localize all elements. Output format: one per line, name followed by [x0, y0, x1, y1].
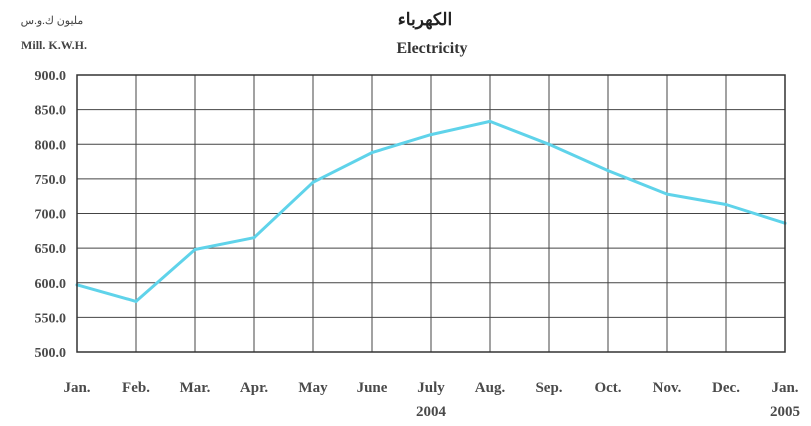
data-point: [429, 133, 433, 137]
data-point: [665, 192, 669, 196]
x-tick-label: Aug.: [475, 380, 506, 396]
x-axis-ticks: Jan. Feb. Mar. Apr. May June July Aug. Sep. Oct. N…: [63, 380, 800, 420]
year-label: 2004: [416, 404, 447, 420]
y-tick-label: 500.0: [35, 346, 67, 361]
y-tick-label: 900.0: [35, 69, 67, 84]
x-tick-label: May: [298, 380, 328, 396]
y-tick-label: 700.0: [35, 208, 67, 223]
x-tick-label: Apr.: [240, 380, 268, 396]
data-point: [134, 299, 138, 303]
data-point: [547, 142, 551, 146]
x-tick-label: Jan.: [63, 380, 90, 396]
year-label: 2005: [770, 404, 800, 420]
y-tick-label: 800.0: [35, 138, 67, 153]
data-point: [488, 119, 492, 123]
data-point: [252, 236, 256, 240]
data-point: [370, 151, 374, 155]
y-tick-label: 650.0: [35, 242, 67, 257]
data-point: [724, 202, 728, 206]
plot-frame: [76, 74, 786, 353]
data-point: [193, 248, 197, 252]
x-tick-label: June: [357, 380, 388, 396]
y-axis-ticks: 500.0 550.0 600.0 650.0 700.0 750.0 800.0 850.0…: [35, 69, 67, 361]
x-tick-label: Jan.: [771, 380, 798, 396]
x-tick-label: Dec.: [712, 380, 740, 396]
y-unit-arabic: مليون ك.و.س: [21, 15, 84, 27]
y-tick-label: 750.0: [35, 173, 67, 188]
y-unit-english: Mill. K.W.H.: [21, 38, 87, 52]
y-tick-label: 850.0: [35, 104, 67, 119]
x-tick-label: Oct.: [594, 380, 621, 396]
x-tick-label: Mar.: [180, 380, 211, 396]
y-tick-label: 550.0: [35, 311, 67, 326]
grid-layer: [76, 74, 786, 353]
data-point: [311, 180, 315, 184]
data-point: [606, 169, 610, 173]
y-tick-label: 600.0: [35, 277, 67, 292]
chart-title-arabic: الكهرباء: [398, 10, 452, 30]
x-tick-label: July: [417, 380, 445, 396]
chart-title-english: Electricity: [396, 40, 467, 57]
x-tick-label: Feb.: [122, 380, 150, 396]
x-tick-label: Sep.: [535, 380, 562, 396]
x-tick-label: Nov.: [653, 380, 682, 396]
